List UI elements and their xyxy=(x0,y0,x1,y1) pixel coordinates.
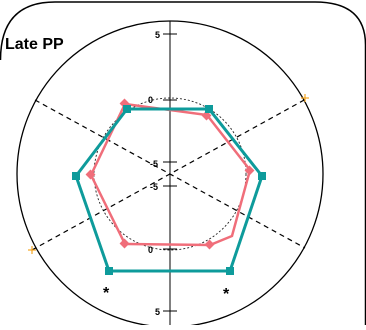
teal-point-4 xyxy=(226,267,234,275)
teal-point-6 xyxy=(72,172,80,180)
ring-label-bottom-0: 0 xyxy=(148,245,153,255)
ring-label-bottom-5: 5 xyxy=(155,307,160,317)
teal-point-5 xyxy=(105,267,113,275)
series-salmon-polygon xyxy=(89,102,252,247)
salmon-point-4 xyxy=(204,239,215,250)
ring-label-center-upper: -5 xyxy=(150,159,158,169)
vertical-axis-ticks xyxy=(163,33,177,312)
salmon-point-3 xyxy=(244,165,255,176)
ring-label-top-0: 0 xyxy=(148,95,153,105)
teal-point-3 xyxy=(258,172,266,180)
salmon-point-6 xyxy=(85,169,96,180)
salmon-point-2 xyxy=(201,110,212,121)
series-salmon-markers xyxy=(85,98,255,250)
series-teal-markers xyxy=(72,105,266,275)
significance-star-right: * xyxy=(223,286,230,303)
ring-label-center-lower: -5 xyxy=(150,182,158,192)
teal-point-1 xyxy=(123,105,131,113)
axis-end-ticks xyxy=(28,94,309,254)
significance-star-left: * xyxy=(103,285,110,302)
panel-title: Late PP xyxy=(5,36,64,53)
diagonal-axis-line-2 xyxy=(31,98,307,251)
salmon-point-5 xyxy=(119,238,130,249)
teal-point-2 xyxy=(205,105,213,113)
ring-label-top-5: 5 xyxy=(155,30,160,40)
